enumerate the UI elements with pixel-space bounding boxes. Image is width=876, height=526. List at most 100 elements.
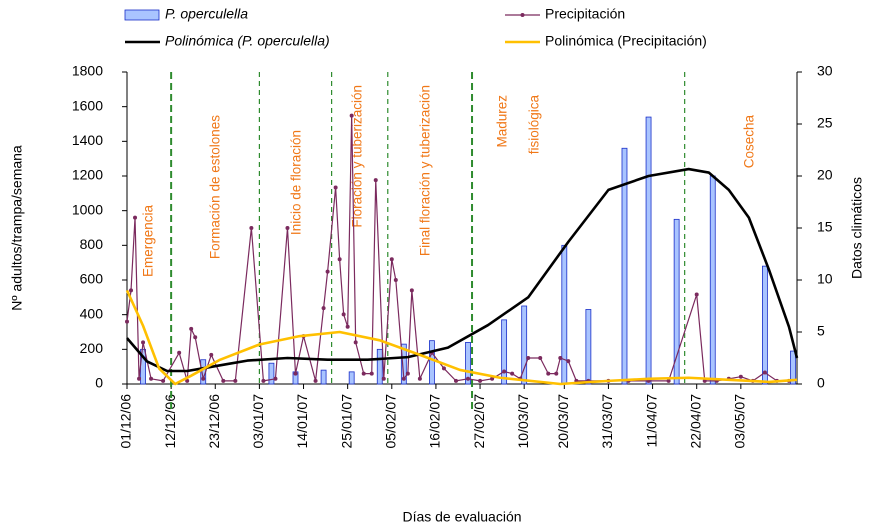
bar [268,362,275,385]
marker [321,306,326,311]
marker [193,335,198,340]
marker [381,376,386,381]
x-tick-label: 16/02/07 [427,394,443,449]
x-tick-label: 03/01/07 [250,394,266,449]
marker [341,312,346,317]
y-tick-label: 1400 [72,132,103,148]
y-tick-label: 1800 [72,63,103,79]
x-tick-label: 14/01/07 [294,394,310,449]
x-tick-label: 12/12/06 [162,394,178,449]
marker [233,378,238,383]
bar [320,369,327,385]
phase-label: fisiológica [527,95,542,155]
legend-label: Polinómica (P. operculella) [165,33,330,49]
bar [790,350,796,385]
marker [666,378,671,383]
y2-tick-label: 0 [817,375,825,391]
x-tick-label: 03/05/07 [732,394,748,449]
marker [762,370,767,375]
bar [585,309,592,385]
legend-label: Polinómica (Precipitación) [545,33,707,49]
marker [353,340,358,345]
x-tick-label: 27/02/07 [471,394,487,449]
marker [409,288,414,293]
x-axis-title: Días de evaluación [402,509,521,525]
marker [694,292,699,297]
marker [201,376,206,381]
marker [417,376,422,381]
x-tick-label: 10/03/07 [515,394,531,449]
y-axis-title: Nº adultos/trampa/semana [9,145,25,311]
marker [349,113,354,118]
marker [389,257,394,262]
bar [561,244,568,385]
marker [137,376,142,381]
marker [337,257,342,262]
bar [709,175,716,385]
y-tick-label: 600 [80,271,104,287]
x-tick-label: 01/12/06 [118,394,134,449]
bar [400,343,407,385]
x-tick-label: 05/02/07 [382,394,398,449]
bar [521,305,528,385]
y-tick-label: 1200 [72,167,103,183]
y2-axis-title: Datos climáticos [849,177,865,279]
trend-line [125,289,798,386]
marker [249,226,254,230]
marker [133,215,138,220]
phase-label: Cosecha [742,115,757,169]
x-tick-label: 31/03/07 [599,394,615,449]
marker [393,278,398,282]
marker [738,374,743,379]
marker [221,378,226,383]
marker [177,350,182,355]
legend-marker [520,13,525,17]
marker [453,378,458,383]
phase-label: Inicio de floración [289,130,304,235]
marker [546,371,551,376]
legend-label: Precipitación [545,6,625,22]
marker [566,359,571,364]
phase-label: Formación de estolones [208,115,223,259]
marker [129,288,134,293]
bar [621,147,628,385]
x-tick-label: 11/04/07 [643,394,659,448]
marker [333,185,338,190]
y-tick-label: 800 [80,236,104,252]
bar [645,116,652,385]
bar [348,371,355,385]
marker [502,369,507,374]
bar [429,340,435,385]
marker [273,376,278,381]
marker [478,378,483,383]
marker [490,376,495,381]
marker [369,371,374,376]
marker [149,376,154,381]
marker [325,269,330,274]
trend-line [126,167,799,373]
y2-tick-label: 15 [817,219,833,235]
marker [185,378,190,383]
marker [405,371,410,376]
marker [441,366,446,371]
bar [501,319,508,385]
marker [558,356,563,360]
marker [313,378,318,383]
y2-tick-label: 20 [817,167,833,183]
y2-tick-label: 10 [817,271,833,287]
x-tick-label: 22/04/07 [687,394,703,449]
phase-label: Final floración y tuberización [418,85,433,256]
marker [538,356,543,360]
y-tick-label: 0 [95,375,103,391]
marker [141,340,146,345]
marker [401,376,406,381]
marker [125,319,129,324]
bar [673,218,680,385]
marker [161,378,166,383]
x-tick-label: 25/01/07 [338,394,354,449]
x-tick-label: 23/12/06 [206,394,222,449]
marker [466,376,471,381]
marker [285,226,290,230]
marker [345,324,350,329]
